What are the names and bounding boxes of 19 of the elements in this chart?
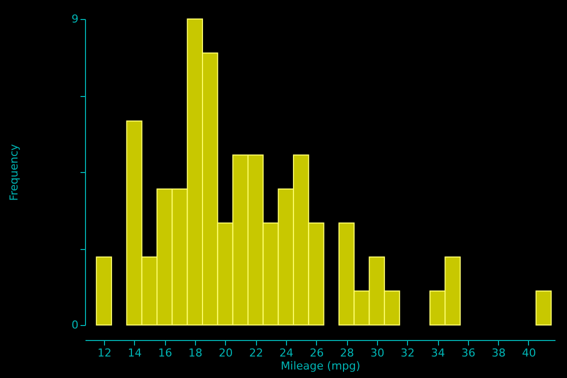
y-tick-label: 0 [72, 318, 78, 332]
y-axis-title: Frequency [8, 144, 20, 201]
x-tick-label: 12 [97, 346, 112, 360]
x-tick-label: 22 [249, 346, 264, 360]
x-tick-label: 26 [310, 346, 324, 360]
x-tick-label: 40 [522, 346, 536, 360]
x-axis-title: Mileage (mpg) [280, 360, 360, 372]
x-tick-label: 20 [218, 346, 233, 360]
x-tick-label: 36 [461, 346, 476, 360]
x-tick-label: 30 [370, 346, 384, 360]
x-tick-label: 14 [128, 346, 142, 360]
x-tick-label: 16 [158, 346, 172, 360]
x-tick-label: 38 [492, 346, 506, 360]
x-tick-label: 28 [340, 346, 354, 360]
y-tick-label: 9 [72, 12, 78, 26]
x-tick-label: 18 [188, 346, 202, 360]
x-tick-label: 32 [400, 346, 415, 360]
x-tick-label: 24 [279, 346, 294, 360]
x-tick-label: 34 [431, 346, 445, 360]
